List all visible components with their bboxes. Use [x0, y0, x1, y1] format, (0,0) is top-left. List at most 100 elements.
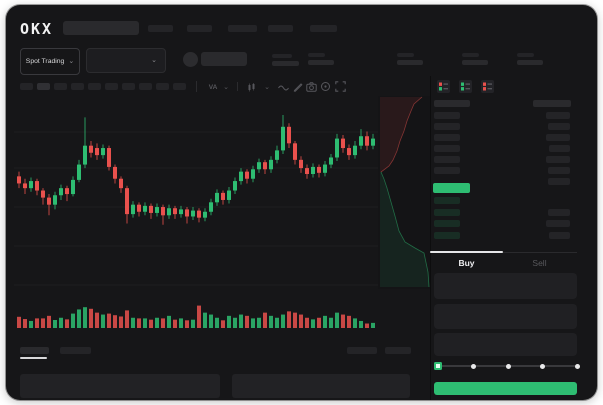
line-tool-icon[interactable] [278, 82, 289, 92]
slider-stop-dot[interactable] [540, 364, 546, 369]
interval-button[interactable] [20, 83, 33, 90]
nav-item-placeholder[interactable] [268, 25, 293, 32]
bid-row[interactable] [430, 197, 577, 205]
depth-asks-area [380, 97, 422, 172]
candle-body [239, 171, 243, 182]
tab-sell[interactable]: Sell [532, 258, 547, 268]
interval-button[interactable] [139, 83, 152, 90]
orders-tab-active[interactable] [20, 347, 49, 354]
volume-bar [95, 312, 99, 328]
interval-button[interactable] [105, 83, 118, 90]
bid-row[interactable] [430, 220, 577, 228]
target-icon[interactable] [320, 81, 331, 92]
volume-bar [41, 318, 45, 328]
volume-bar [233, 317, 237, 328]
orders-tab-secondary[interactable] [60, 347, 91, 354]
stat-label-placeholder [308, 53, 325, 57]
orderbook-header-price [434, 100, 470, 107]
change-label-placeholder [272, 54, 292, 58]
ask-row[interactable] [430, 112, 577, 120]
candle-body [203, 211, 207, 218]
indicator-va-button[interactable]: VA [208, 83, 218, 91]
volume-bar [341, 314, 345, 328]
tab-buy[interactable]: Buy [458, 258, 475, 268]
candle-style-icon[interactable] [246, 82, 256, 92]
total-input[interactable] [434, 333, 577, 356]
volume-bar [227, 315, 231, 328]
slider-stop-dot[interactable] [575, 364, 580, 369]
chevron-down-icon[interactable]: ⌄ [223, 84, 229, 91]
candle-body [311, 166, 315, 174]
draw-tool-icon[interactable] [293, 81, 303, 92]
market-type-selector[interactable]: Spot Trading ⌄ [20, 48, 80, 75]
orders-tab-indicator [20, 357, 47, 359]
interval-button[interactable] [54, 83, 67, 90]
depth-asks-line [380, 96, 423, 173]
ask-row[interactable] [430, 156, 577, 164]
nav-item-placeholder[interactable] [310, 25, 337, 32]
volume-bar [287, 311, 291, 328]
amount-slider-handle[interactable] [434, 362, 442, 370]
orderbook-mode-asks-icon[interactable] [481, 80, 494, 93]
stat-value-placeholder [462, 60, 488, 65]
slider-stop-dot[interactable] [470, 364, 476, 369]
volume-bar [47, 315, 51, 328]
candle-body [275, 150, 279, 160]
interval-button[interactable] [37, 83, 50, 90]
price-input[interactable] [434, 273, 577, 299]
ask-row[interactable] [430, 123, 577, 131]
right-panel [430, 76, 592, 400]
volume-bar [125, 310, 129, 328]
ask-row[interactable] [430, 167, 577, 175]
interval-button[interactable] [173, 83, 186, 90]
bid-price-placeholder [434, 209, 460, 216]
bid-price-placeholder [434, 197, 460, 204]
candle-body [323, 164, 327, 173]
interval-button[interactable] [71, 83, 84, 90]
nav-item-placeholder[interactable] [228, 25, 257, 32]
candle-body [83, 145, 87, 165]
ask-amount-placeholder [548, 123, 570, 130]
ask-row[interactable] [430, 134, 577, 142]
camera-icon[interactable] [306, 81, 317, 92]
candle-body [155, 207, 159, 213]
orders-filter-block[interactable] [347, 347, 377, 354]
candle-body [329, 157, 333, 165]
candle-body [23, 183, 27, 189]
bid-row[interactable] [430, 209, 577, 217]
volume-bar [53, 320, 57, 328]
bid-row[interactable] [430, 232, 577, 240]
chevron-down-icon[interactable]: ⌄ [264, 84, 270, 91]
volume-bar [191, 319, 195, 328]
interval-button[interactable] [122, 83, 135, 90]
volume-bar [89, 308, 93, 328]
ask-row[interactable] [430, 145, 577, 153]
volume-bar [239, 314, 243, 328]
orders-table-placeholder [232, 374, 410, 398]
candle-body [197, 210, 201, 218]
nav-item-placeholder[interactable] [148, 25, 173, 32]
orderbook-mode-bids-icon[interactable] [459, 80, 472, 93]
price-chart[interactable] [6, 5, 597, 400]
volume-bar [17, 316, 21, 328]
fullscreen-icon[interactable] [335, 81, 346, 92]
pair-selector-dropdown[interactable]: ⌄ [86, 48, 166, 73]
orders-filter-block[interactable] [385, 347, 411, 354]
interval-button[interactable] [88, 83, 101, 90]
volume-bar [251, 318, 255, 328]
search-input[interactable] [63, 21, 139, 35]
volume-bar [365, 323, 369, 328]
orderbook-header-amount [533, 100, 571, 107]
orderbook-last-price[interactable] [433, 183, 470, 193]
amount-input[interactable] [434, 304, 577, 329]
nav-item-placeholder[interactable] [187, 25, 212, 32]
slider-stop-dot[interactable] [505, 364, 511, 369]
buy-submit-button[interactable] [434, 382, 577, 395]
candle-body [53, 195, 57, 205]
candle-body [65, 188, 69, 195]
volume-bar [329, 317, 333, 328]
orderbook-mode-combined-icon[interactable] [437, 80, 450, 93]
interval-button[interactable] [156, 83, 169, 90]
okx-logo[interactable]: OKX [20, 20, 54, 38]
volume-bar [83, 307, 87, 328]
